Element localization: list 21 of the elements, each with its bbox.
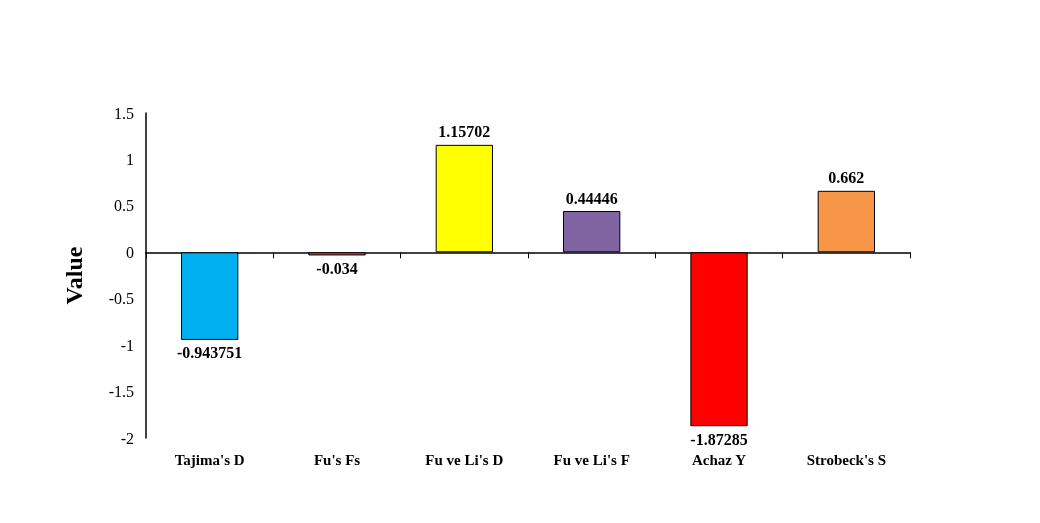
y-tick-label: 0.5 [114,197,134,215]
y-tick-label: -1.5 [108,383,134,401]
y-axis-title: Value [61,246,87,305]
y-tick-label: -1 [120,336,134,354]
data-label: -1.87285 [690,430,748,448]
x-tick-label: Fu ve Li's F [553,451,630,468]
x-tick-label: Achaz Y [691,451,747,468]
y-tick-label: 0 [126,243,134,261]
data-label: 0.44446 [565,189,618,207]
data-label: -0.943751 [177,344,243,362]
y-tick-label: 1 [126,150,134,168]
y-tick-label: -0.5 [108,290,134,308]
x-tick-label: Tajima's D [174,451,245,468]
data-label: -0.034 [316,259,358,277]
y-tick-label: -2 [120,429,134,447]
data-label: 1.15702 [438,123,491,141]
x-tick-label: Fu's Fs [313,451,361,468]
x-tick-label: Strobeck's S [806,451,886,468]
data-label: 0.662 [828,169,865,187]
y-tick-label: 1.5 [114,104,134,122]
x-tick-label: Fu ve Li's D [425,451,504,468]
